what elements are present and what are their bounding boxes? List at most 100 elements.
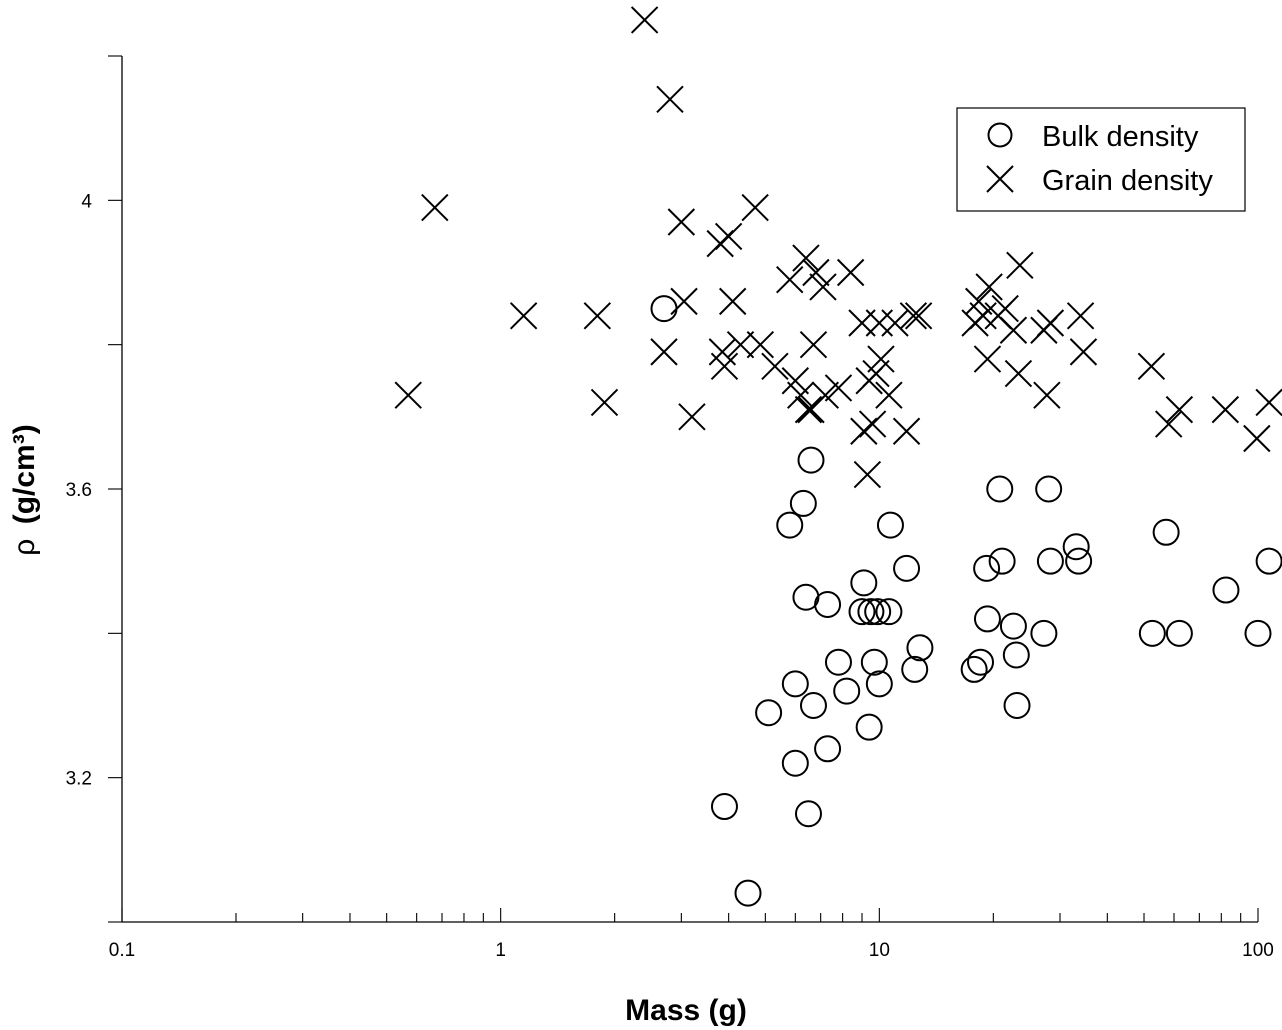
grain-density-point [708, 338, 737, 366]
grain-density-point-stroke [670, 287, 698, 316]
grain-density-point-stroke [1066, 302, 1095, 330]
grain-density-point [583, 302, 612, 330]
grain-density-point [836, 258, 865, 287]
x-tick-label: 100 [1242, 940, 1274, 961]
y-axis-title-symbol: ρ [8, 539, 41, 556]
grain-density-point-stroke [991, 294, 1019, 323]
grain-density-point [1066, 302, 1095, 330]
bulk-density-point [850, 569, 878, 597]
grain-density-point-stroke [1036, 309, 1065, 337]
bulk-density-point [973, 605, 1001, 633]
bulk-density-point [1036, 547, 1064, 575]
y-axis-title-units: (g/cm³) [8, 424, 41, 524]
grain-density-point-stroke [509, 302, 538, 330]
bulk-density-point [876, 511, 904, 539]
grain-density-point [421, 193, 449, 222]
grain-density-point [991, 294, 1019, 323]
y-axis-title: ρ (g/cm³) [8, 424, 41, 555]
grain-density-point-stroke [583, 302, 612, 330]
grain-density-point-stroke [1137, 352, 1166, 381]
y-tick-label: 3.6 [66, 480, 92, 501]
grain-density-point [1069, 338, 1098, 366]
bulk-density-point [967, 648, 995, 676]
grain-density-point-stroke [726, 330, 755, 359]
grain-density-point [509, 302, 538, 330]
grain-density-point-stroke [678, 403, 706, 431]
legend: Bulk density Grain density [956, 107, 1246, 212]
grain-density-point-stroke [1033, 381, 1061, 409]
bulk-density-point [855, 713, 883, 741]
grain-density-point [809, 273, 837, 301]
bulk-density-point [893, 554, 921, 582]
grain-density-point-stroke [1069, 338, 1098, 366]
x-tick-label: 10 [869, 940, 890, 961]
grain-density-point-stroke [776, 266, 804, 294]
grain-density-point [904, 302, 933, 330]
bulk-density-point [814, 590, 842, 618]
grain-density-point-stroke [708, 338, 737, 366]
grain-density-point [1243, 424, 1271, 453]
grain-density-point-stroke [1255, 388, 1282, 417]
grain-density-point [746, 330, 775, 359]
grain-density-point-stroke [667, 208, 696, 236]
grain-density-point-stroke [781, 367, 810, 395]
bulk-density-point [865, 670, 893, 698]
grain-density-point-stroke [853, 460, 882, 489]
bulk-density-point [986, 475, 1014, 503]
x-tick-label: 1 [495, 940, 506, 961]
grain-density-point-stroke [824, 374, 853, 402]
grain-density-point [802, 258, 830, 287]
bulk-density-point [833, 677, 861, 705]
bulk-density-point [789, 489, 817, 517]
grain-density-point [590, 388, 619, 417]
bulk-density-point [799, 692, 827, 719]
grain-density-point-stroke [836, 258, 865, 287]
grain-density-point-stroke [965, 287, 993, 316]
grain-density-point [794, 395, 823, 424]
grain-density-point [973, 345, 1002, 373]
bulk-density-point [1255, 547, 1282, 575]
legend-label-bulk-density: Bulk density [1042, 121, 1199, 153]
bulk-density-point [973, 554, 1001, 582]
bulk-density-point [1065, 547, 1093, 575]
grain-density-point [726, 330, 755, 359]
grain-density-point-stroke [1154, 410, 1183, 438]
grain-density-point-stroke [1165, 395, 1194, 424]
grain-density-point [787, 381, 815, 409]
grain-density-point-stroke [719, 287, 747, 316]
grain-density-point-stroke [421, 193, 449, 222]
bulk-density-point [960, 655, 988, 683]
grain-density-point [719, 287, 747, 316]
grain-density-point [792, 244, 820, 272]
grain-density-point [1006, 251, 1034, 279]
grain-density-point-stroke [875, 381, 903, 409]
grain-density-point-stroke [899, 302, 928, 330]
bulk-density-point [814, 735, 842, 763]
grain-density-point-stroke [792, 244, 820, 272]
grain-density-point-stroke [799, 330, 828, 359]
grain-density-point [1255, 388, 1282, 417]
grain-density-point-stroke [650, 338, 678, 366]
grain-density-point [858, 410, 887, 438]
y-tick-label: 3.2 [66, 769, 92, 790]
y-tick-label: 4 [81, 191, 92, 212]
grain-density-point [824, 374, 853, 402]
x-tick-label: 0.1 [109, 940, 135, 961]
bulk-density-point [848, 598, 876, 626]
grain-density-point [781, 367, 810, 395]
bulk-density-point [776, 511, 804, 539]
grain-density-point [975, 273, 1003, 301]
grain-density-point-stroke [973, 345, 1002, 373]
bulk-density-point [857, 598, 885, 626]
grain-density-point [892, 417, 921, 445]
grain-density-point [667, 208, 696, 236]
bulk-density-point [864, 598, 892, 626]
grain-density-point-stroke [590, 388, 619, 417]
grain-density-point [714, 222, 743, 251]
bulk-density-point [988, 547, 1016, 575]
bulk-density-point [650, 295, 678, 323]
grain-density-point [1165, 395, 1194, 424]
grain-density-point [853, 460, 882, 489]
grain-density-point [761, 352, 789, 381]
